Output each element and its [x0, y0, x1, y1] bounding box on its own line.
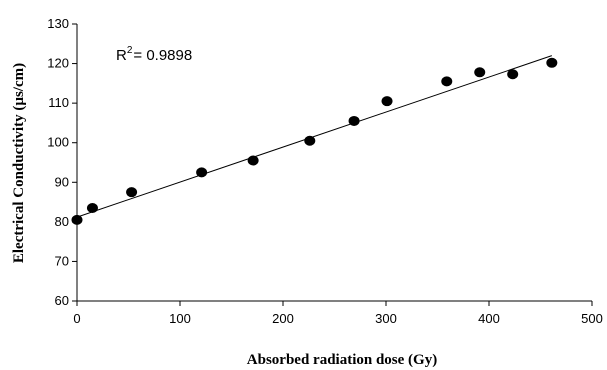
- y-tick-label: 110: [48, 95, 69, 110]
- data-point: [474, 67, 486, 78]
- data-point: [86, 203, 98, 214]
- x-tick-label: 0: [73, 311, 80, 326]
- y-tick-label: 120: [47, 56, 69, 71]
- y-tick-label: 130: [47, 16, 69, 31]
- x-tick-label: 300: [375, 311, 397, 326]
- trend-line: [76, 55, 552, 218]
- x-tick-label: 200: [272, 311, 294, 326]
- data-point: [381, 96, 393, 107]
- y-tick-label: 70: [55, 253, 69, 268]
- y-tick-label: 60: [55, 293, 69, 308]
- y-tick-label: 90: [55, 174, 69, 189]
- data-point: [441, 76, 453, 87]
- x-tick-label: 400: [478, 311, 500, 326]
- data-point: [546, 57, 558, 68]
- y-tick-label: 80: [55, 214, 69, 229]
- y-tick-label: 100: [47, 135, 69, 150]
- r-squared-annotation: R2= 0.9898: [116, 45, 192, 64]
- data-point: [304, 135, 316, 146]
- x-tick-label: 100: [169, 311, 191, 326]
- data-point: [126, 187, 138, 198]
- data-point: [196, 167, 208, 178]
- data-point: [348, 115, 360, 126]
- data-point: [71, 214, 83, 225]
- x-axis-title: Absorbed radiation dose (Gy): [247, 352, 437, 368]
- y-axis-title: Electrical Conductivity (µs/cm): [11, 63, 27, 263]
- data-point: [507, 69, 519, 80]
- data-point: [247, 155, 259, 166]
- plot-area: 60 70 80 90 100 110 120 130 0 100 200 300 400 500: [47, 16, 603, 326]
- x-tick-label: 500: [581, 311, 603, 326]
